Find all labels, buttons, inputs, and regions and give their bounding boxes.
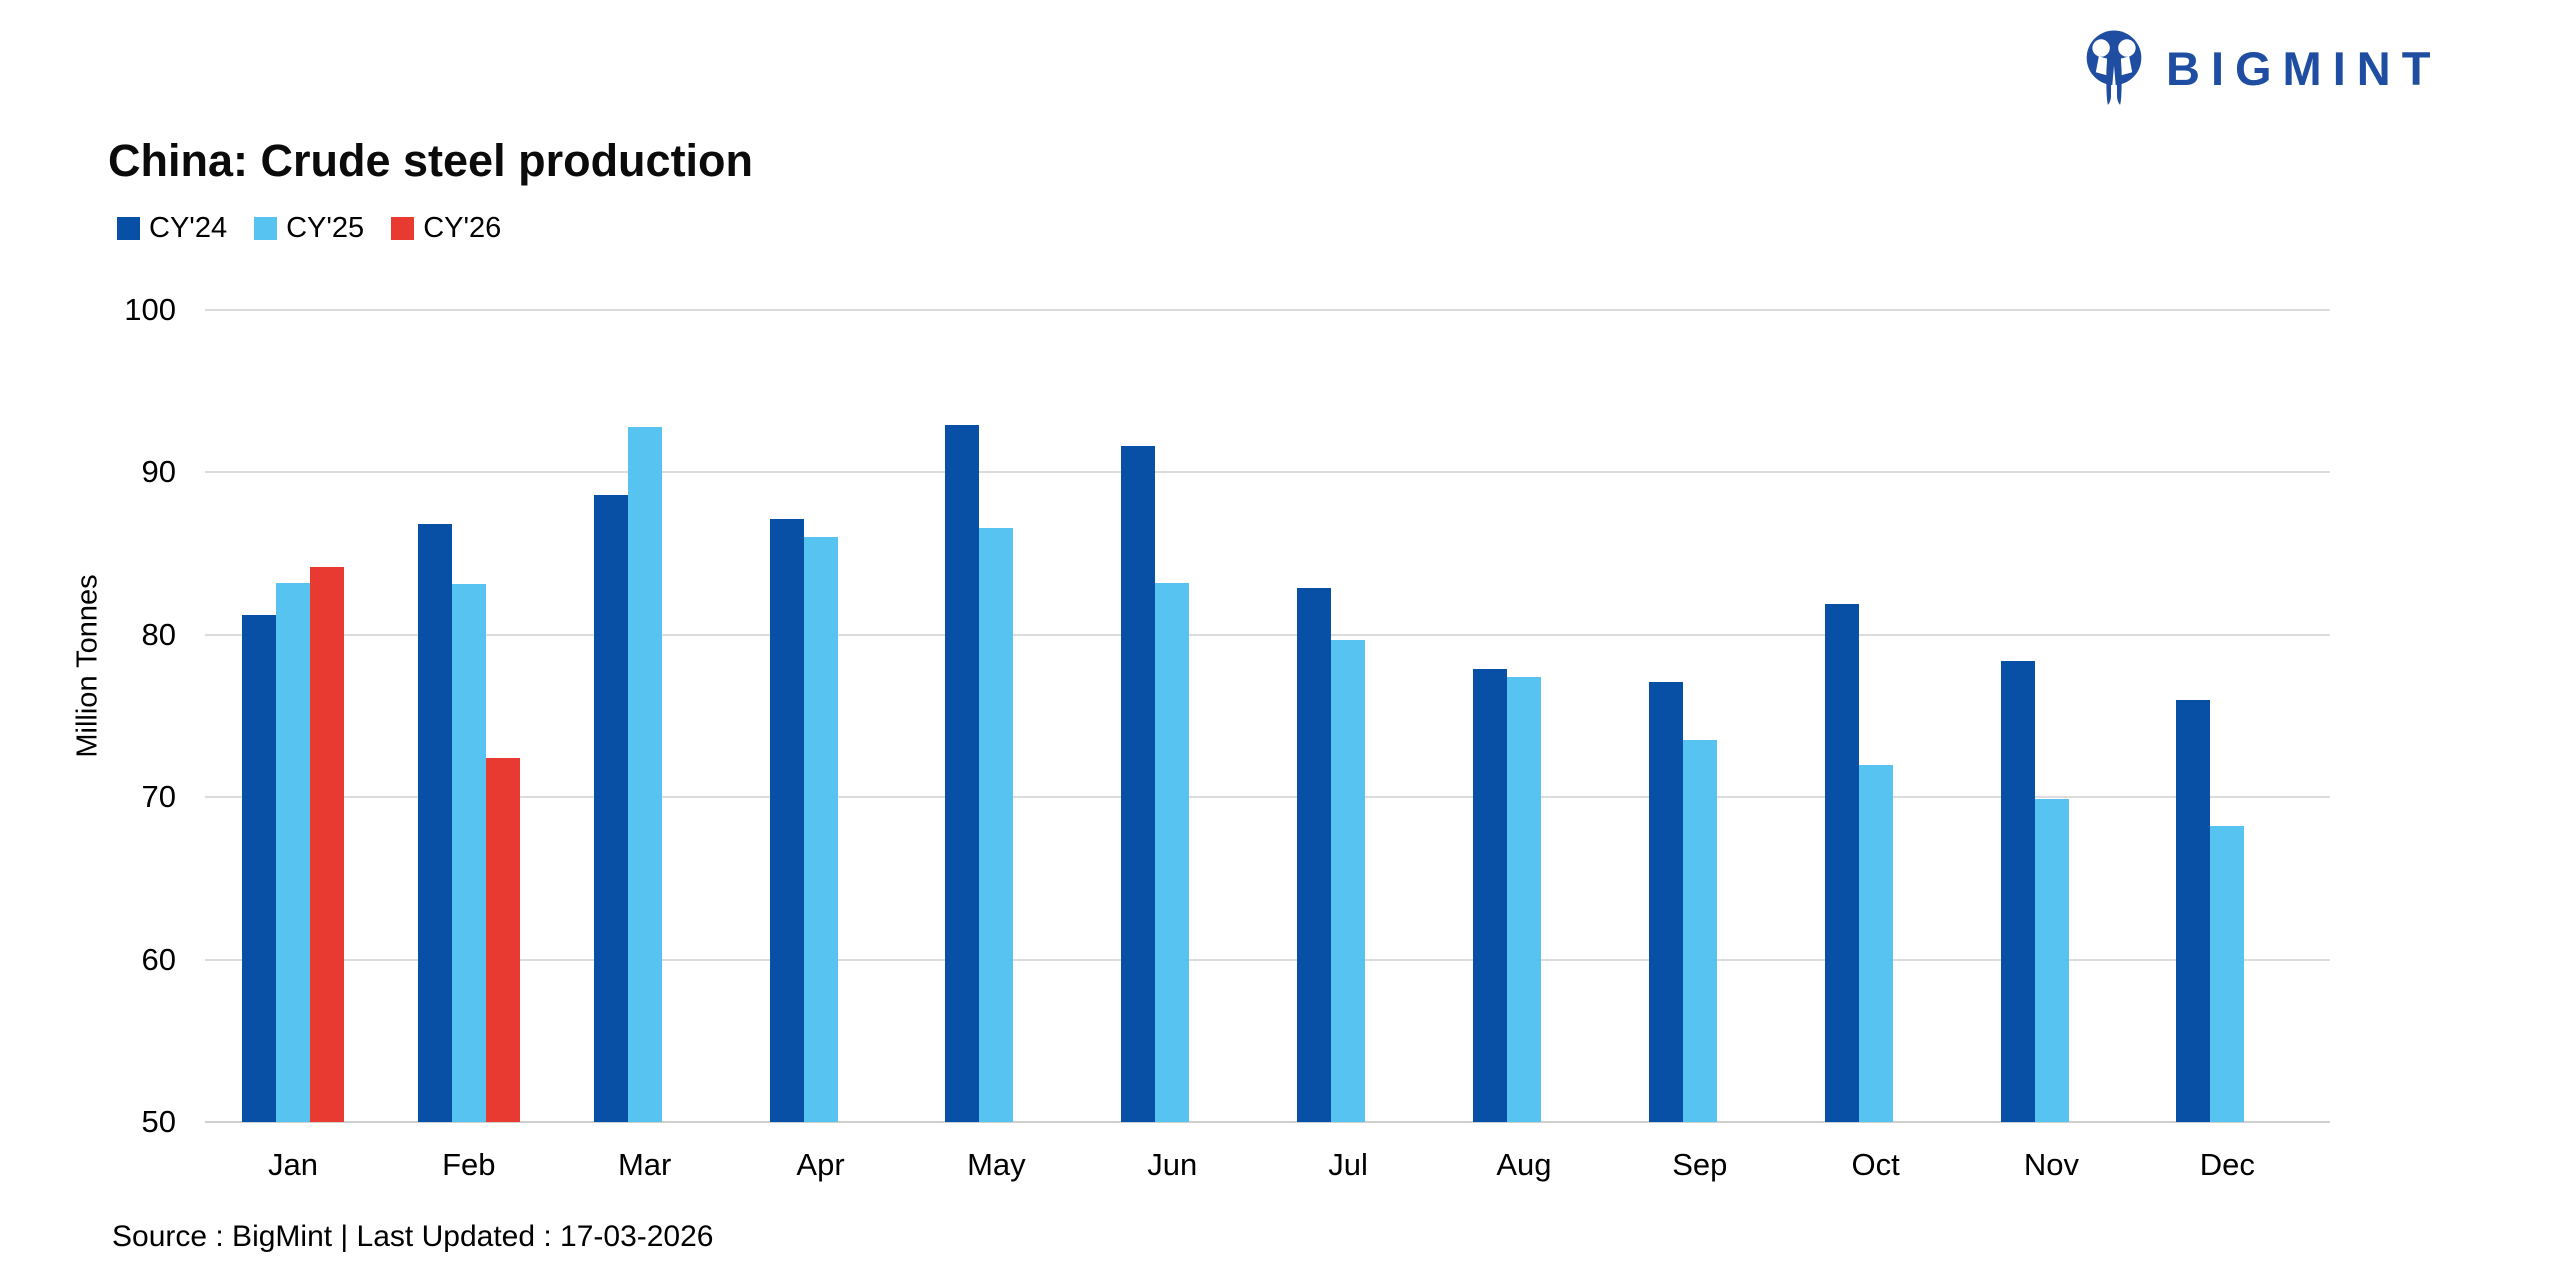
- x-label-dec: Dec: [2199, 1147, 2255, 1182]
- gridline-90: [205, 471, 2330, 474]
- legend-label-cy25: CY'25: [286, 212, 365, 244]
- bar-cy24-jan: [242, 615, 276, 1122]
- bar-cy25-oct: [1858, 764, 1893, 1122]
- legend-swatch-cy25: [254, 217, 278, 240]
- bar-cy25-nov: [2034, 798, 2069, 1122]
- gridline-50: [205, 1121, 2330, 1123]
- y-tick-90: 90: [141, 454, 176, 490]
- legend-label-cy24: CY'24: [149, 212, 228, 244]
- legend: CY'24 CY'25 CY'26: [117, 212, 501, 245]
- bigmint-logo-text: BIGMINT: [2166, 42, 2442, 95]
- bar-cy25-apr: [803, 537, 838, 1122]
- bar-cy24-mar: [593, 495, 628, 1122]
- legend-item-cy24: CY'24: [117, 212, 227, 245]
- y-tick-100: 100: [124, 292, 176, 327]
- legend-label-cy26: CY'26: [423, 212, 502, 244]
- x-label-feb: Feb: [442, 1147, 496, 1182]
- x-label-jun: Jun: [1147, 1147, 1198, 1182]
- bar-cy24-dec: [2176, 699, 2211, 1122]
- x-label-nov: Nov: [2023, 1147, 2080, 1182]
- bar-cy25-jun: [1155, 582, 1190, 1122]
- bar-cy25-aug: [1506, 677, 1541, 1122]
- bar-cy24-jul: [1297, 587, 1332, 1122]
- x-label-mar: Mar: [617, 1147, 672, 1182]
- x-label-jan: Jan: [268, 1147, 318, 1182]
- x-label-apr: Apr: [796, 1147, 845, 1182]
- bar-cy24-nov: [2000, 660, 2035, 1122]
- y-tick-60: 60: [141, 941, 176, 977]
- bar-cy25-may: [979, 527, 1014, 1122]
- bar-cy24-feb: [417, 524, 452, 1122]
- chart-title: China: Crude steel production: [108, 135, 754, 187]
- gridline-60: [205, 958, 2330, 961]
- legend-swatch-cy26: [391, 217, 415, 240]
- bar-cy24-jun: [1121, 446, 1156, 1122]
- legend-item-cy26: CY'26: [391, 212, 501, 245]
- bar-cy26-jan: [310, 566, 344, 1122]
- x-label-oct: Oct: [1851, 1147, 1900, 1182]
- bar-cy25-jan: [276, 582, 310, 1122]
- bigmint-logo: BIGMINT: [2076, 26, 2441, 111]
- y-tick-80: 80: [141, 616, 176, 652]
- x-label-may: May: [967, 1147, 1026, 1182]
- x-label-sep: Sep: [1672, 1147, 1728, 1182]
- bar-cy25-feb: [451, 584, 486, 1122]
- bigmint-logo-icon: [2086, 30, 2142, 105]
- y-tick-70: 70: [141, 779, 176, 815]
- legend-item-cy25: CY'25: [254, 212, 364, 245]
- bar-cy25-dec: [2210, 826, 2245, 1122]
- x-label-aug: Aug: [1496, 1147, 1552, 1182]
- bar-cy24-may: [945, 425, 980, 1122]
- bar-cy24-apr: [769, 519, 804, 1122]
- source-note: Source : BigMint | Last Updated : 17-03-…: [112, 1220, 714, 1253]
- bar-cy25-mar: [627, 426, 662, 1122]
- gridline-100: [205, 309, 2330, 311]
- y-axis-title: Million Tonnes: [71, 574, 104, 758]
- bar-cy26-feb: [485, 758, 520, 1122]
- bar-cy25-jul: [1331, 639, 1366, 1122]
- bar-cy24-oct: [1824, 603, 1859, 1122]
- x-label-jul: Jul: [1328, 1147, 1368, 1182]
- legend-swatch-cy24: [117, 217, 140, 240]
- bar-cy24-aug: [1472, 668, 1507, 1122]
- bar-cy24-sep: [1648, 681, 1683, 1122]
- gridline-80: [205, 633, 2330, 636]
- gridline-70: [205, 796, 2330, 799]
- y-tick-50: 50: [141, 1104, 176, 1139]
- bar-cy25-sep: [1682, 740, 1717, 1122]
